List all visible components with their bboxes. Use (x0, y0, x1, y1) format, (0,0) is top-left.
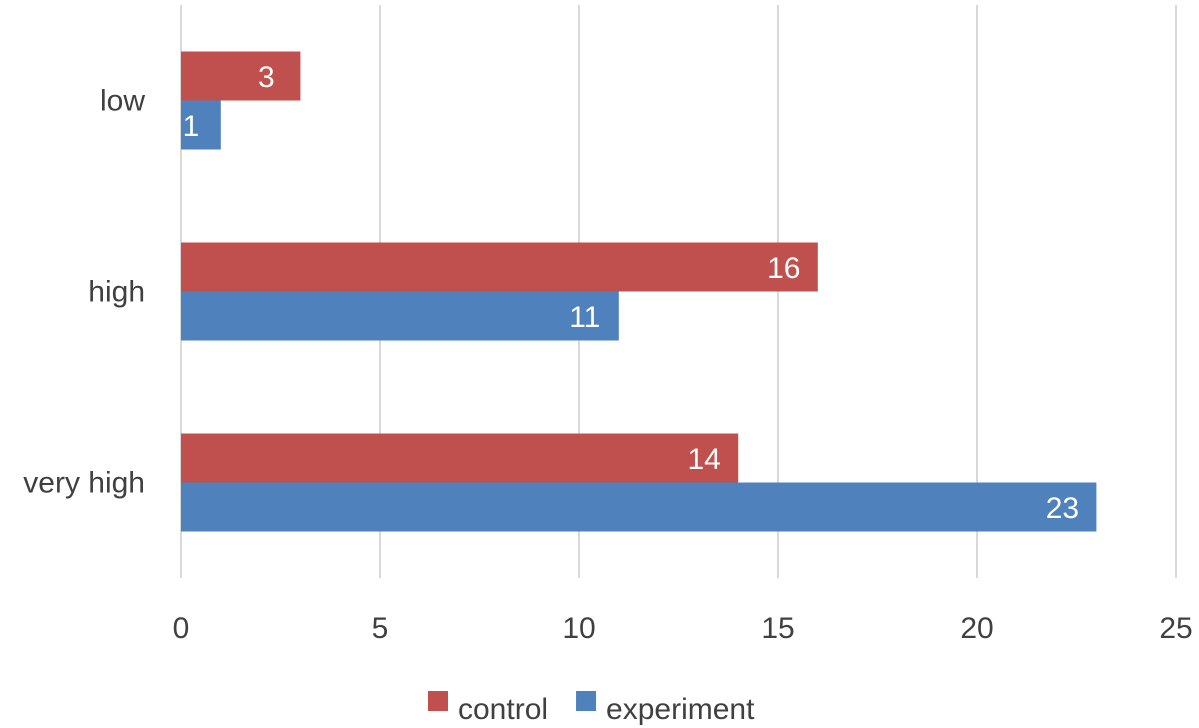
bar-experiment-high (181, 291, 619, 341)
bar-label-experiment-high: 11 (569, 301, 600, 334)
x-tick-label-0: 0 (173, 612, 190, 645)
bar-control-low (181, 51, 301, 101)
bar-control-high (181, 242, 818, 292)
x-tick-label-10: 10 (562, 612, 595, 645)
legend-swatch-experiment (576, 691, 597, 711)
bars (181, 51, 1097, 532)
bar-experiment-low (181, 100, 221, 150)
bar-label-control-high: 16 (767, 252, 800, 285)
legend-label-control: control (458, 693, 548, 726)
category-label-very-high: very high (23, 467, 145, 500)
bar-label-experiment-very-high: 23 (1046, 492, 1079, 525)
x-tick-label-20: 20 (960, 612, 993, 645)
legend-swatch-control (428, 691, 448, 711)
x-tick-label-5: 5 (372, 612, 389, 645)
x-tick-labels: 0 5 10 15 20 25 (173, 612, 1193, 645)
legend-label-experiment: experiment (606, 693, 755, 726)
category-label-low: low (100, 85, 145, 118)
x-tick-label-25: 25 (1159, 612, 1192, 645)
category-labels: low high very high (23, 85, 145, 500)
bar-labels: 3 1 16 11 14 23 (183, 61, 1079, 525)
legend: control experiment (428, 691, 755, 726)
bar-experiment-very-high (181, 482, 1097, 532)
bar-label-control-low: 3 (258, 61, 275, 94)
bar-control-very-high (181, 433, 739, 483)
bar-label-control-very-high: 14 (688, 443, 721, 476)
bar-label-experiment-low: 1 (183, 110, 200, 143)
category-label-high: high (88, 276, 145, 309)
x-tick-label-15: 15 (761, 612, 794, 645)
